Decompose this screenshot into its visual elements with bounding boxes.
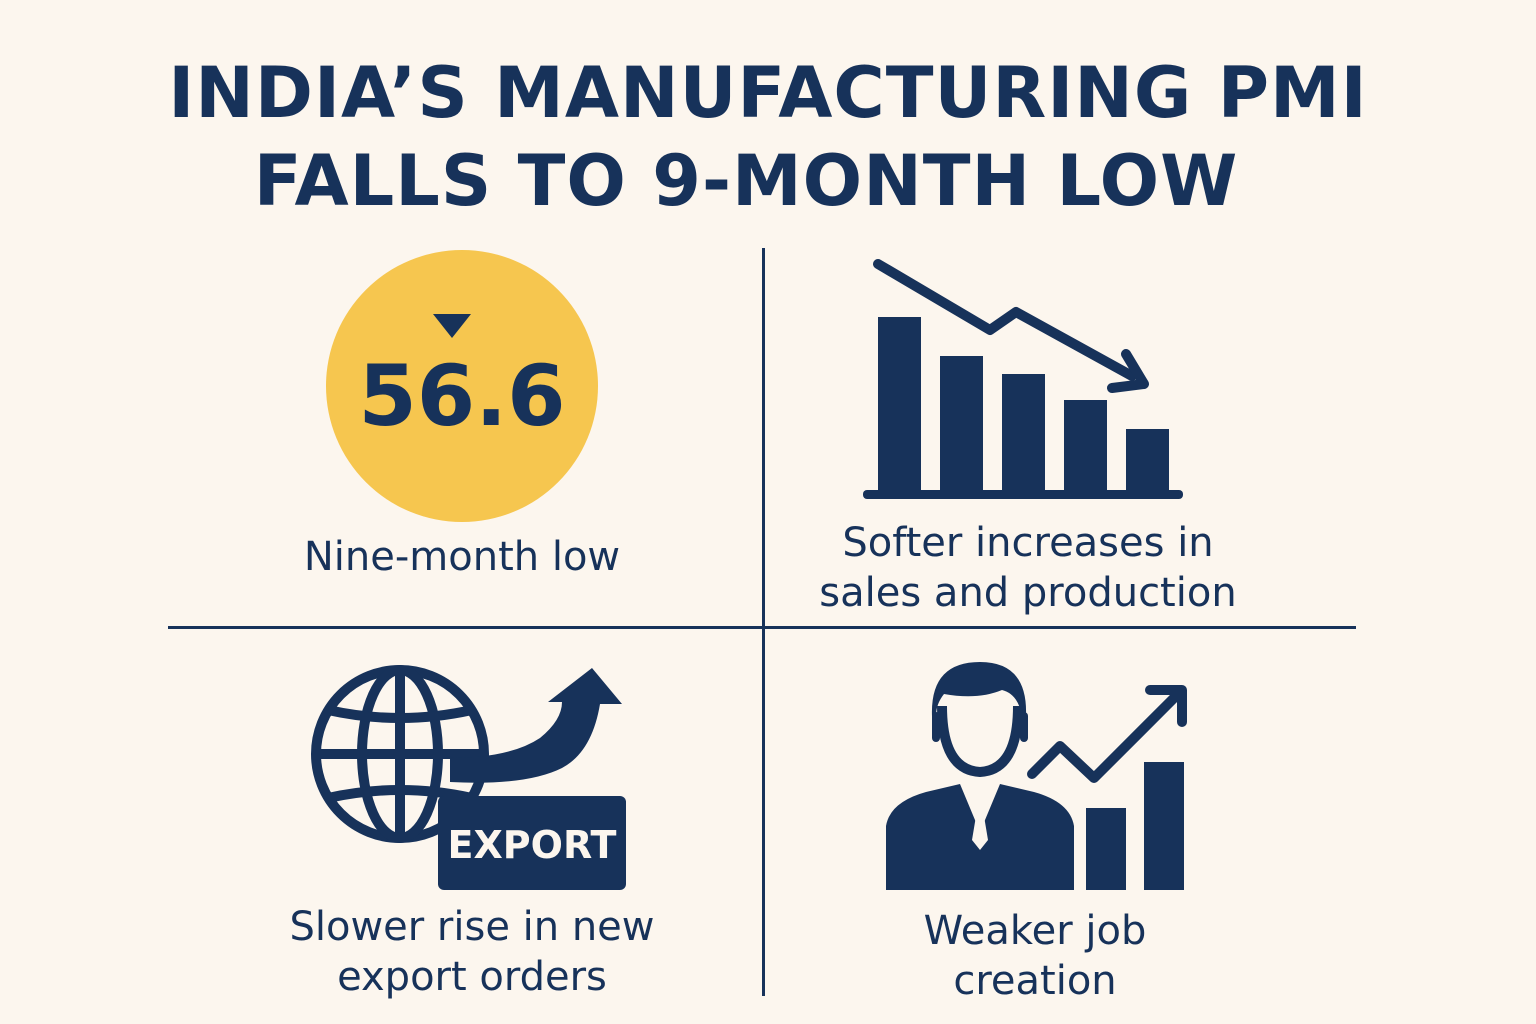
bar-2 <box>940 356 983 493</box>
bar-1 <box>878 317 921 493</box>
bar-3 <box>1002 374 1045 493</box>
worker-growth-icon <box>882 654 1202 894</box>
bar-4 <box>1064 400 1107 493</box>
export-caption-line-2: export orders <box>230 952 714 1002</box>
jobs-bar-1 <box>1086 808 1126 890</box>
person-icon <box>886 662 1074 890</box>
declining-bar-chart-icon <box>850 250 1190 510</box>
page-title-line-2: FALLS TO 9-MONTH LOW <box>0 146 1514 216</box>
pmi-value: 56.6 <box>326 348 598 444</box>
chart-baseline <box>863 490 1183 499</box>
sales-caption-line-1: Softer increases in <box>780 518 1276 568</box>
sales-caption-line-2: sales and production <box>780 568 1276 618</box>
page-title-line-1: INDIA’S MANUFACTURING PMI <box>0 58 1536 128</box>
export-caption-line-1: Slower rise in new <box>230 902 714 952</box>
horizontal-divider <box>168 626 1356 629</box>
jobs-bar-2 <box>1144 762 1184 890</box>
bar-5 <box>1126 429 1169 493</box>
pmi-caption: Nine-month low <box>260 532 664 582</box>
vertical-divider <box>762 248 765 996</box>
jobs-caption-line-2: creation <box>830 956 1240 1006</box>
export-badge-label: EXPORT <box>438 822 626 868</box>
jobs-caption-line-1: Weaker job <box>830 906 1240 956</box>
